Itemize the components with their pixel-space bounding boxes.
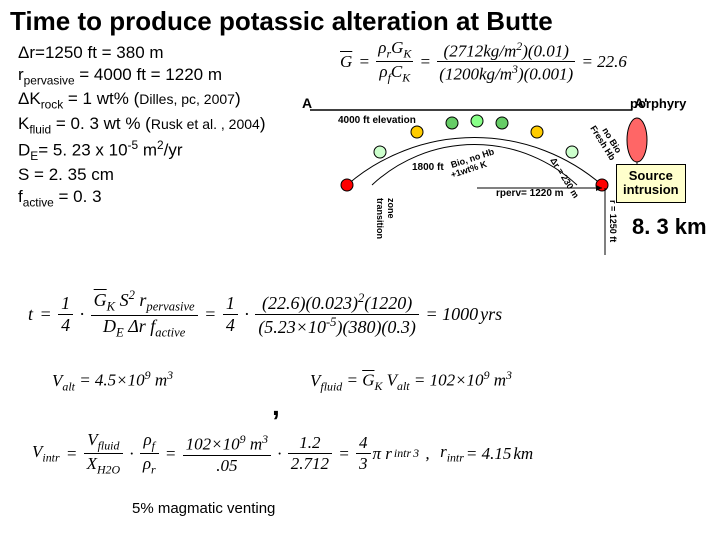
label-source-intrusion: Source intrusion — [616, 164, 686, 203]
cross-section-diagram: A A' 4000 ft elevation 1800 ft Bio, no H… — [302, 90, 652, 260]
comma-separator: , — [272, 390, 280, 422]
param-de: DE= 5. 23 x 10-5 m2/yr — [18, 138, 265, 164]
parameter-block: Δr=1250 ft = 380 m rpervasive = 4000 ft … — [18, 42, 265, 210]
param-factive: factive = 0. 3 — [18, 186, 265, 211]
label-a: A — [302, 95, 312, 111]
equation-gbar: G = ρrGK ρfCK = (2712kg/m2)(0.01) (1200k… — [340, 38, 627, 86]
label-r1250: r = 1250 ft — [608, 200, 618, 242]
param-dr: Δr=1250 ft = 380 m — [18, 42, 265, 64]
param-s: S = 2. 35 cm — [18, 164, 265, 186]
equation-time: t = 14 · GK S2 rpervasive DE Δr factive … — [28, 288, 502, 340]
param-dkrock: ΔKrock = 1 wt% (Dilles, pc, 2007) — [18, 88, 265, 113]
equation-vintr: Vintr = VfluidXH2O · ρfρr = 102×109 m3.0… — [32, 430, 533, 478]
equation-valt: Valt = 4.5×109 m3 — [52, 368, 173, 394]
param-kfluid: Kfluid = 0. 3 wt % (Rusk et al. , 2004) — [18, 113, 265, 138]
label-venting: 5% magmatic venting — [132, 500, 275, 517]
label-porphyry: porphyry — [630, 96, 686, 111]
page-title: Time to produce potassic alteration at B… — [0, 0, 720, 39]
label-distance-km: 8. 3 km — [632, 214, 707, 240]
label-1800ft: 1800 ft — [412, 162, 444, 173]
label-rperv: rperv= 1220 m — [496, 188, 564, 199]
equation-vfluid: Vfluid = GK Valt = 102×109 m3 — [310, 368, 512, 394]
label-transition: transition — [375, 198, 385, 239]
label-elevation: 4000 ft elevation — [338, 115, 416, 126]
param-rperv: rpervasive = 4000 ft = 1220 m — [18, 64, 265, 89]
label-zone: zone — [386, 198, 396, 219]
